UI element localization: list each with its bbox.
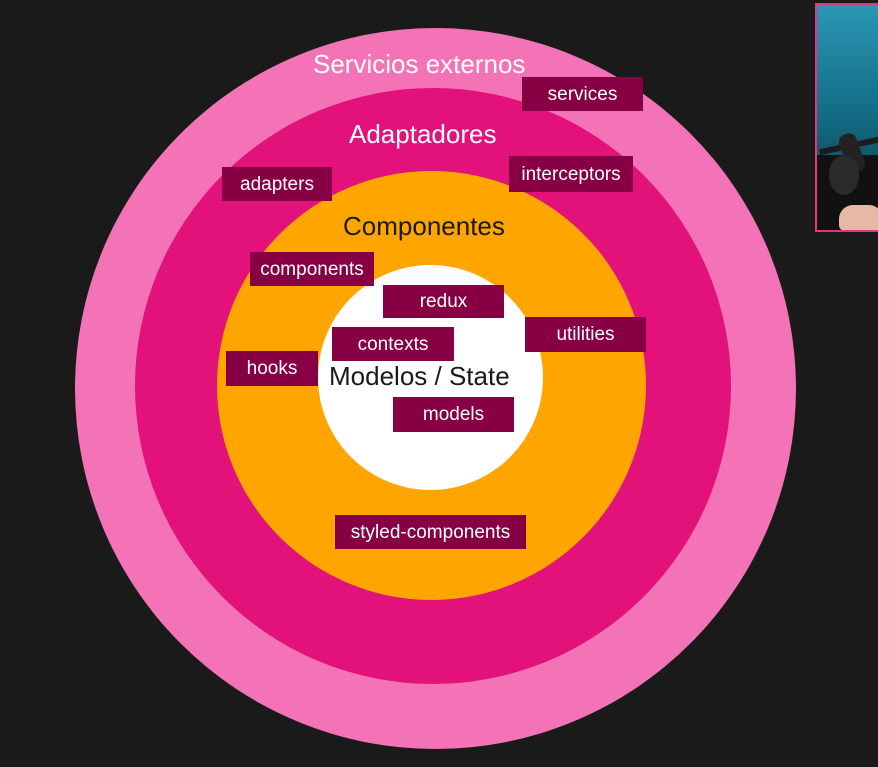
tag-services: services [522, 77, 643, 111]
models-state-title: Modelos / State [329, 361, 510, 391]
mic-head-icon [829, 155, 859, 195]
tag-interceptors: interceptors [509, 156, 633, 192]
tag-utilities: utilities [525, 317, 646, 352]
tag-redux: redux [383, 285, 504, 318]
external-services-title: Servicios externos [313, 49, 526, 79]
presenter-video-icon [815, 3, 878, 232]
tag-adapters: adapters [222, 167, 332, 201]
tag-components: components [250, 252, 374, 286]
hand-icon [839, 205, 878, 230]
tag-styled-components: styled-components [335, 515, 526, 549]
tag-hooks: hooks [226, 351, 318, 386]
tag-models: models [393, 397, 514, 432]
tag-contexts: contexts [332, 327, 454, 361]
adapters-title: Adaptadores [349, 119, 497, 149]
components-title: Componentes [343, 211, 505, 241]
